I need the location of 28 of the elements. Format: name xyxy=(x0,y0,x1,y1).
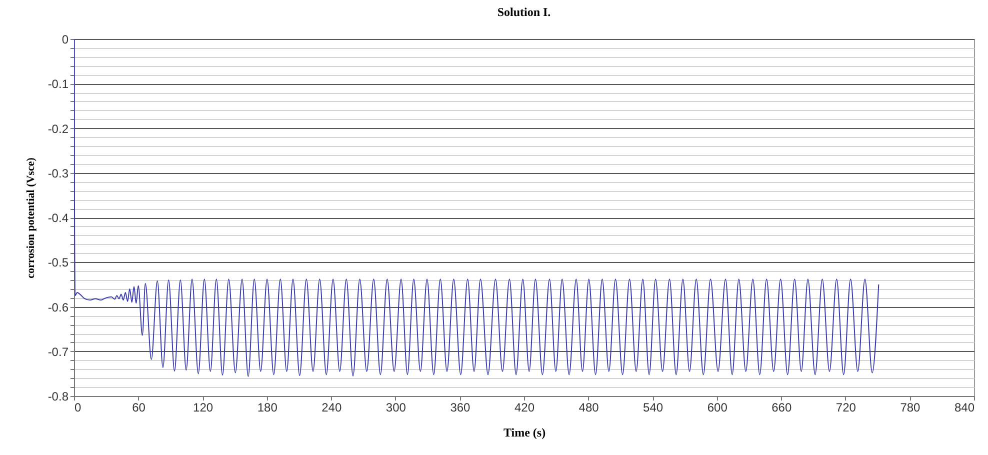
x-tick-label: 300 xyxy=(386,400,406,414)
y-tick-label: -0.2 xyxy=(48,122,69,136)
y-tick-label: -0.7 xyxy=(48,344,69,359)
y-axis-title: corrosion potential (Vsce) xyxy=(24,157,37,278)
x-tick-label: 240 xyxy=(322,400,342,414)
chart-title: Solution I. xyxy=(497,5,551,19)
y-tick-label: -0.6 xyxy=(48,300,69,314)
y-tick-label: -0.5 xyxy=(48,256,69,270)
y-tick-label: -0.4 xyxy=(48,211,69,225)
x-tick-label: 600 xyxy=(707,400,728,414)
x-tick-label: 480 xyxy=(578,400,600,414)
x-tick-label: 180 xyxy=(257,400,278,414)
x-tick-label: 540 xyxy=(643,400,664,414)
x-tick-label: 0 xyxy=(74,400,82,414)
line-series xyxy=(74,39,880,377)
x-tick-label: 660 xyxy=(772,400,792,414)
x-tick-label: 420 xyxy=(514,400,535,414)
y-tick-label: 0 xyxy=(62,32,69,46)
x-tick-label: 120 xyxy=(193,400,214,414)
x-tick-label: 360 xyxy=(450,400,471,414)
x-axis-title: Time (s) xyxy=(503,426,546,440)
y-tick-label: -0.8 xyxy=(48,390,69,404)
x-tick-label: 780 xyxy=(900,400,921,414)
x-tick-label: 60 xyxy=(132,400,146,414)
x-tick-label: 840 xyxy=(954,400,975,414)
y-tick-label: -0.1 xyxy=(48,77,69,92)
x-tick-label: 720 xyxy=(836,400,856,414)
y-tick-label: -0.3 xyxy=(48,166,69,180)
